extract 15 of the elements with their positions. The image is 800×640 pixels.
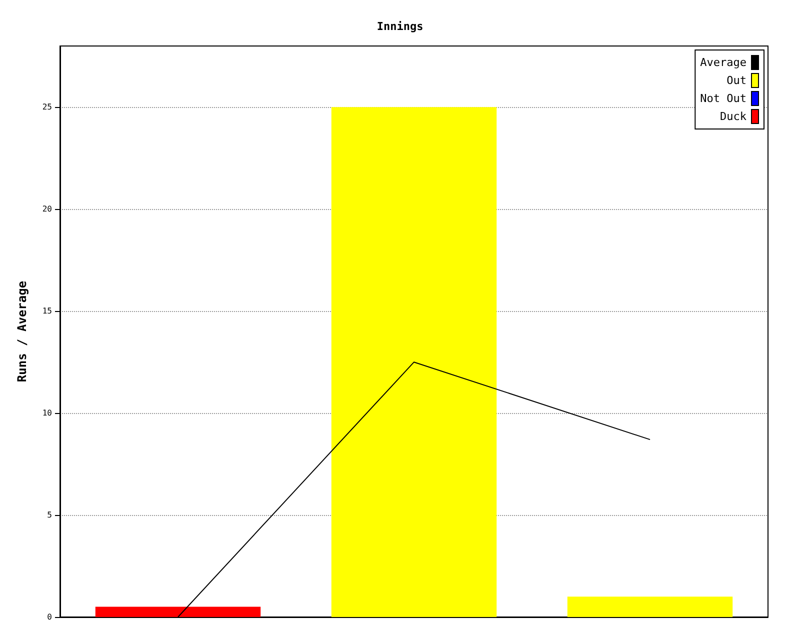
y-tick-label: 15: [42, 306, 52, 316]
legend-label: Duck: [720, 110, 747, 123]
y-tick-label: 25: [42, 102, 52, 112]
y-tick-label: 5: [47, 510, 52, 520]
bar: [331, 107, 497, 617]
y-axis-title: Runs / Average: [15, 280, 29, 382]
bar: [567, 596, 733, 617]
bar: [95, 606, 261, 617]
chart-title: Innings: [376, 20, 424, 33]
y-tick-label: 20: [42, 204, 52, 214]
legend-label: Not Out: [700, 92, 746, 105]
y-tick-label: 10: [42, 408, 52, 418]
legend-label: Average: [700, 56, 746, 69]
y-tick-label: 0: [47, 612, 52, 622]
legend-label: Out: [726, 74, 746, 87]
